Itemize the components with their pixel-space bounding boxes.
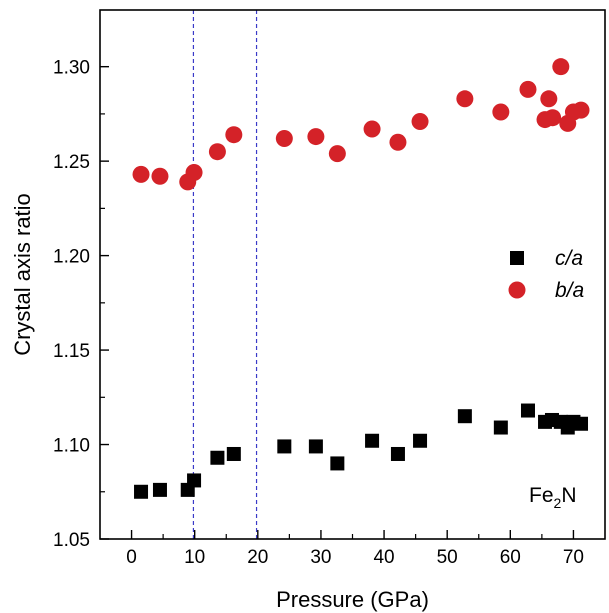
y-tick-label: 1.15 — [53, 341, 90, 362]
compound-label: Fe2N — [529, 484, 576, 511]
x-tick-label: 50 — [437, 547, 458, 568]
point-c-over-a — [365, 433, 380, 448]
x-tick-label: 40 — [373, 547, 394, 568]
y-tick-label: 1.05 — [53, 530, 90, 551]
point-c-over-a — [210, 450, 225, 465]
compound-base: Fe — [529, 484, 554, 507]
point-b-over-a — [363, 120, 381, 138]
legend: c/a b/a — [508, 247, 584, 302]
point-b-over-a — [552, 58, 570, 76]
x-tick-label: 70 — [563, 547, 584, 568]
x-tick-label: 10 — [184, 547, 205, 568]
y-axis: 1.05 1.10 1.15 1.20 1.25 1.30 — [53, 58, 109, 551]
point-b-over-a — [132, 165, 150, 183]
point-b-over-a — [540, 90, 558, 108]
point-c-over-a — [390, 446, 405, 461]
point-c-over-a — [493, 420, 508, 435]
compound-subscript: 2 — [554, 495, 562, 511]
legend-label-c-over-a: c/a — [555, 247, 583, 270]
point-c-over-a — [308, 439, 323, 454]
y-tick-label: 1.20 — [53, 247, 90, 268]
point-b-over-a — [225, 126, 243, 144]
x-axis-title: Pressure (GPa) — [276, 587, 429, 612]
x-tick-label: 20 — [247, 547, 268, 568]
point-c-over-a — [187, 473, 202, 488]
y-tick-label: 1.10 — [53, 436, 90, 457]
point-b-over-a — [275, 129, 293, 147]
point-b-over-a — [544, 109, 562, 127]
x-axis: 0 10 20 30 40 50 60 70 — [126, 530, 584, 568]
point-b-over-a — [519, 80, 537, 98]
point-c-over-a — [152, 482, 167, 497]
x-tick-label: 60 — [500, 547, 521, 568]
y-tick-label: 1.25 — [53, 152, 90, 173]
point-b-over-a — [572, 101, 590, 119]
point-b-over-a — [389, 133, 407, 151]
compound-tail: N — [561, 484, 576, 507]
point-b-over-a — [185, 163, 203, 181]
point-c-over-a — [226, 446, 241, 461]
point-c-over-a — [330, 456, 345, 471]
point-b-over-a — [411, 112, 429, 130]
legend-marker-circle — [508, 281, 526, 299]
point-c-over-a — [277, 439, 292, 454]
data-points — [132, 58, 590, 499]
point-c-over-a — [520, 403, 535, 418]
x-tick-label: 0 — [126, 547, 137, 568]
legend-label-b-over-a: b/a — [555, 279, 584, 302]
x-tick-label: 30 — [310, 547, 331, 568]
y-tick-label: 1.30 — [53, 58, 90, 79]
point-b-over-a — [208, 143, 226, 161]
point-b-over-a — [328, 145, 346, 163]
point-c-over-a — [457, 409, 472, 424]
point-c-over-a — [413, 433, 428, 448]
legend-marker-square — [510, 251, 524, 265]
y-axis-title: Crystal axis ratio — [10, 193, 35, 356]
point-c-over-a — [574, 416, 589, 431]
point-b-over-a — [151, 167, 169, 185]
point-b-over-a — [307, 128, 325, 146]
point-c-over-a — [134, 484, 149, 499]
point-b-over-a — [492, 103, 510, 121]
point-b-over-a — [456, 90, 474, 108]
